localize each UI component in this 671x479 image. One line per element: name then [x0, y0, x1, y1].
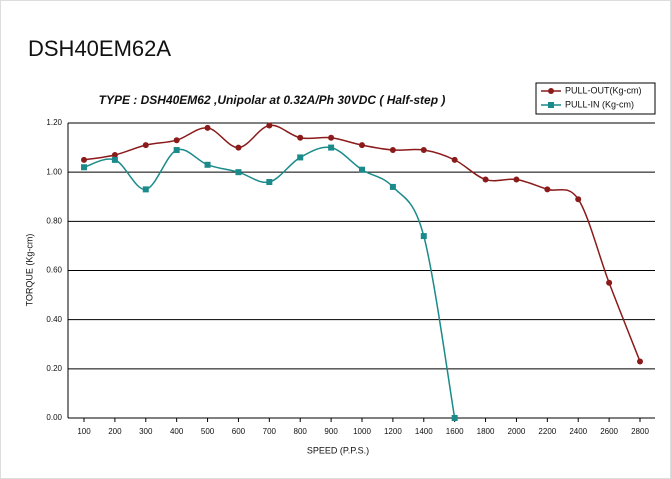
legend-label: PULL-OUT(Kg-cm) [565, 85, 642, 95]
point [420, 233, 427, 240]
x-tick-label: 2200 [538, 427, 556, 436]
x-tick-label: 2400 [569, 427, 587, 436]
legend-box [535, 82, 656, 115]
x-tick-label: 1000 [353, 427, 371, 436]
x-tick-label: 600 [232, 427, 246, 436]
chart-title: TYPE : DSH40EM62 ,Unipolar at 0.32A/Ph 3… [99, 93, 446, 107]
y-tick-label: 0.60 [46, 266, 62, 275]
y-tick-label: 0.40 [46, 315, 62, 324]
point [142, 186, 149, 193]
point [266, 179, 273, 185]
point [235, 144, 242, 151]
point [482, 176, 489, 183]
point [297, 154, 304, 161]
point [81, 156, 87, 163]
y-tick-label: 1.20 [46, 118, 62, 127]
point [81, 164, 87, 171]
x-tick-label: 1400 [415, 427, 433, 436]
x-tick-label: 2000 [508, 427, 526, 436]
x-tick-label: 2800 [631, 427, 649, 436]
point [297, 134, 304, 141]
x-tick-label: 900 [324, 427, 338, 436]
point [266, 122, 273, 129]
point [359, 166, 365, 173]
x-tick-label: 1200 [384, 427, 402, 436]
point [142, 142, 149, 149]
x-tick-label: 2600 [600, 427, 618, 436]
point [359, 142, 365, 149]
y-tick-label: 0.00 [46, 413, 62, 422]
page-title: DSH40EM62A [28, 36, 171, 61]
legend-marker [548, 102, 554, 108]
point [204, 161, 211, 168]
point [513, 176, 520, 183]
point [575, 196, 582, 203]
point [389, 183, 396, 190]
x-tick-label: 1600 [446, 427, 464, 436]
legend-label: PULL-IN (Kg-cm) [565, 99, 634, 109]
point [204, 124, 211, 131]
point [111, 151, 118, 158]
legend-marker [548, 88, 554, 94]
point [637, 358, 643, 365]
point [111, 156, 118, 163]
point [235, 169, 242, 176]
point [173, 147, 180, 154]
y-tick-label: 0.20 [46, 364, 62, 373]
x-tick-label: 100 [77, 427, 91, 436]
x-tick-label: 400 [170, 427, 184, 436]
point [544, 186, 551, 193]
x-tick-label: 800 [294, 427, 308, 436]
point [451, 156, 458, 163]
x-tick-label: 500 [201, 427, 215, 436]
x-axis-title: SPEED (P.P.S.) [307, 445, 369, 455]
point [173, 137, 180, 144]
y-tick-label: 1.00 [46, 167, 62, 176]
point [328, 144, 335, 151]
y-tick-label: 0.80 [46, 216, 62, 225]
x-tick-label: 700 [263, 427, 277, 436]
x-tick-label: 1800 [477, 427, 495, 436]
x-tick-label: 300 [139, 427, 153, 436]
point [389, 147, 396, 154]
y-axis-title: TORQUE (Kg-cm) [24, 234, 34, 307]
point [420, 147, 427, 154]
x-tick-label: 200 [108, 427, 122, 436]
point [451, 415, 458, 421]
point [606, 279, 613, 286]
point [328, 134, 335, 141]
